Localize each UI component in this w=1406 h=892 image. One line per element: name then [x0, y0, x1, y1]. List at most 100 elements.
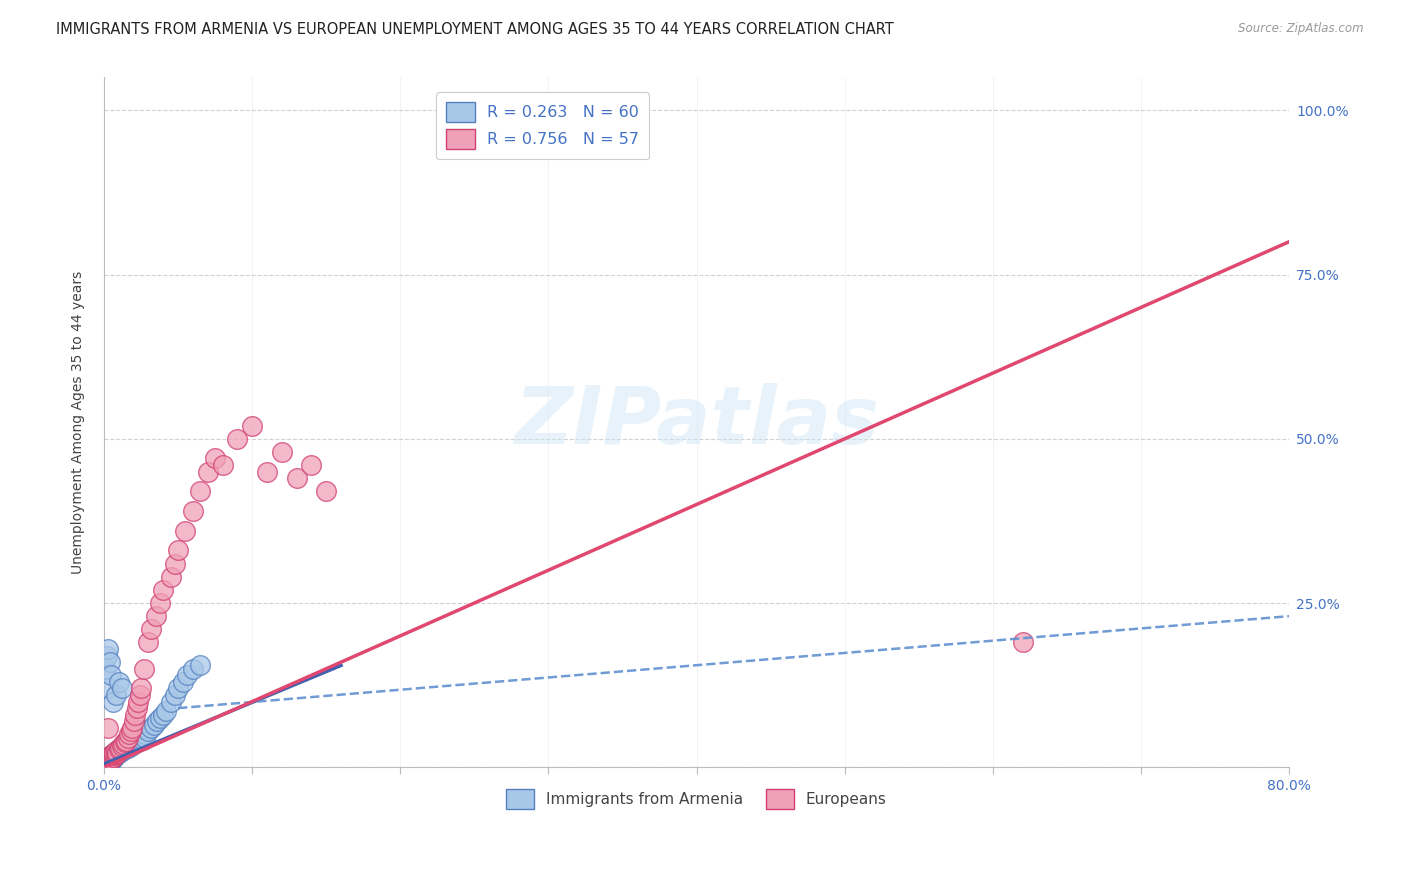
Point [96, 754, 118, 768]
Point [98, 750, 121, 764]
Point [96, 648, 118, 663]
Point [127, 731, 149, 745]
Point [107, 746, 129, 760]
Point [315, 484, 337, 499]
Point [159, 570, 181, 584]
Point [128, 688, 150, 702]
Point [122, 737, 145, 751]
Point [94, 662, 117, 676]
Point [98, 754, 121, 768]
Point [127, 694, 149, 708]
Point [97, 721, 120, 735]
Point [104, 748, 127, 763]
Point [285, 471, 308, 485]
Point [132, 727, 155, 741]
Point [117, 731, 139, 745]
Point [167, 681, 190, 696]
Point [172, 674, 194, 689]
Point [100, 754, 122, 768]
Point [107, 742, 129, 756]
Point [1011, 635, 1033, 649]
Point [103, 748, 125, 763]
Point [101, 752, 124, 766]
Point [226, 432, 249, 446]
Point [211, 458, 233, 472]
Point [97, 752, 120, 766]
Point [188, 658, 211, 673]
Point [112, 739, 135, 754]
Point [132, 662, 155, 676]
Point [165, 688, 187, 702]
Point [112, 737, 135, 751]
Point [141, 622, 163, 636]
Point [121, 734, 143, 748]
Point [96, 756, 118, 771]
Point [118, 735, 141, 749]
Point [138, 635, 160, 649]
Point [299, 458, 322, 472]
Point [121, 721, 143, 735]
Point [100, 668, 122, 682]
Point [101, 750, 124, 764]
Point [103, 746, 125, 760]
Point [111, 744, 134, 758]
Point [165, 557, 187, 571]
Point [114, 742, 136, 756]
Point [149, 596, 172, 610]
Point [97, 752, 120, 766]
Point [240, 418, 263, 433]
Text: Source: ZipAtlas.com: Source: ZipAtlas.com [1239, 22, 1364, 36]
Point [97, 755, 120, 769]
Point [155, 705, 177, 719]
Point [94, 756, 117, 771]
Point [204, 451, 226, 466]
Point [111, 739, 134, 754]
Point [122, 714, 145, 729]
Point [103, 746, 125, 760]
Point [101, 747, 124, 761]
Point [104, 747, 127, 761]
Point [96, 755, 118, 769]
Point [141, 721, 163, 735]
Point [176, 668, 198, 682]
Point [115, 737, 138, 751]
Point [117, 740, 139, 755]
Point [115, 734, 138, 748]
Point [94, 755, 117, 769]
Point [98, 750, 121, 764]
Point [94, 756, 117, 771]
Point [96, 754, 118, 768]
Point [188, 484, 211, 499]
Point [120, 724, 142, 739]
Point [145, 609, 167, 624]
Point [97, 681, 120, 696]
Point [107, 742, 129, 756]
Point [103, 750, 125, 764]
Point [149, 711, 172, 725]
Y-axis label: Unemployment Among Ages 35 to 44 years: Unemployment Among Ages 35 to 44 years [72, 270, 86, 574]
Point [110, 740, 132, 755]
Point [100, 748, 122, 763]
Point [104, 688, 127, 702]
Point [197, 465, 219, 479]
Point [118, 727, 141, 741]
Point [114, 735, 136, 749]
Point [110, 740, 132, 755]
Point [174, 524, 197, 538]
Point [125, 701, 148, 715]
Point [270, 445, 292, 459]
Point [104, 744, 127, 758]
Point [143, 717, 166, 731]
Text: ZIPatlas: ZIPatlas [515, 384, 879, 461]
Text: IMMIGRANTS FROM ARMENIA VS EUROPEAN UNEMPLOYMENT AMONG AGES 35 TO 44 YEARS CORRE: IMMIGRANTS FROM ARMENIA VS EUROPEAN UNEM… [56, 22, 894, 37]
Legend: Immigrants from Armenia, Europeans: Immigrants from Armenia, Europeans [501, 783, 893, 814]
Point [97, 756, 120, 771]
Point [128, 734, 150, 748]
Point [181, 504, 204, 518]
Point [100, 752, 122, 766]
Point [100, 748, 122, 763]
Point [124, 707, 146, 722]
Point [105, 746, 128, 760]
Point [98, 655, 121, 669]
Point [120, 739, 142, 754]
